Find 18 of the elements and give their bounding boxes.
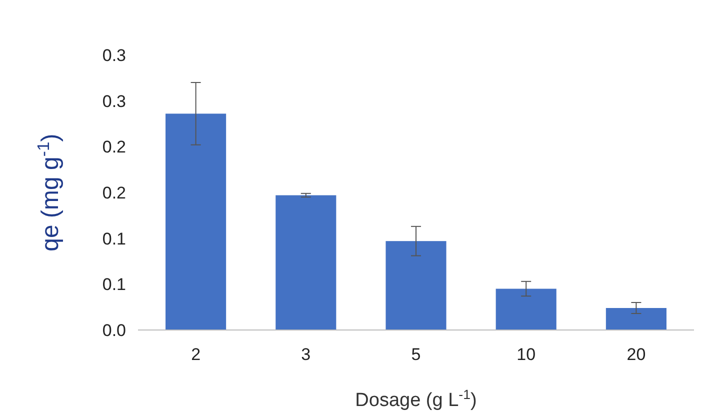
x-tick-label: 3 — [301, 345, 311, 364]
x-tick-label: 20 — [626, 345, 646, 364]
bar — [606, 308, 666, 330]
y-tick-label: 0.0 — [102, 320, 126, 340]
x-axis-title: Dosage (g L$^{-1}$) — [355, 386, 477, 411]
x-tick-label: 2 — [191, 345, 201, 364]
x-tick-label: 10 — [516, 345, 536, 364]
bar — [276, 195, 336, 330]
bar — [166, 114, 226, 330]
y-tick-label: 0.2 — [102, 138, 126, 157]
bar — [496, 288, 556, 330]
y-tick-label: 0.3 — [102, 92, 126, 111]
x-tick-label: 5 — [411, 345, 421, 364]
y-tick-label: 0.1 — [102, 229, 126, 248]
y-tick-label: 0.1 — [102, 275, 126, 294]
y-tick-label: 0.3 — [102, 46, 126, 65]
y-tick-label: 0.2 — [102, 183, 126, 202]
bar — [386, 241, 446, 330]
